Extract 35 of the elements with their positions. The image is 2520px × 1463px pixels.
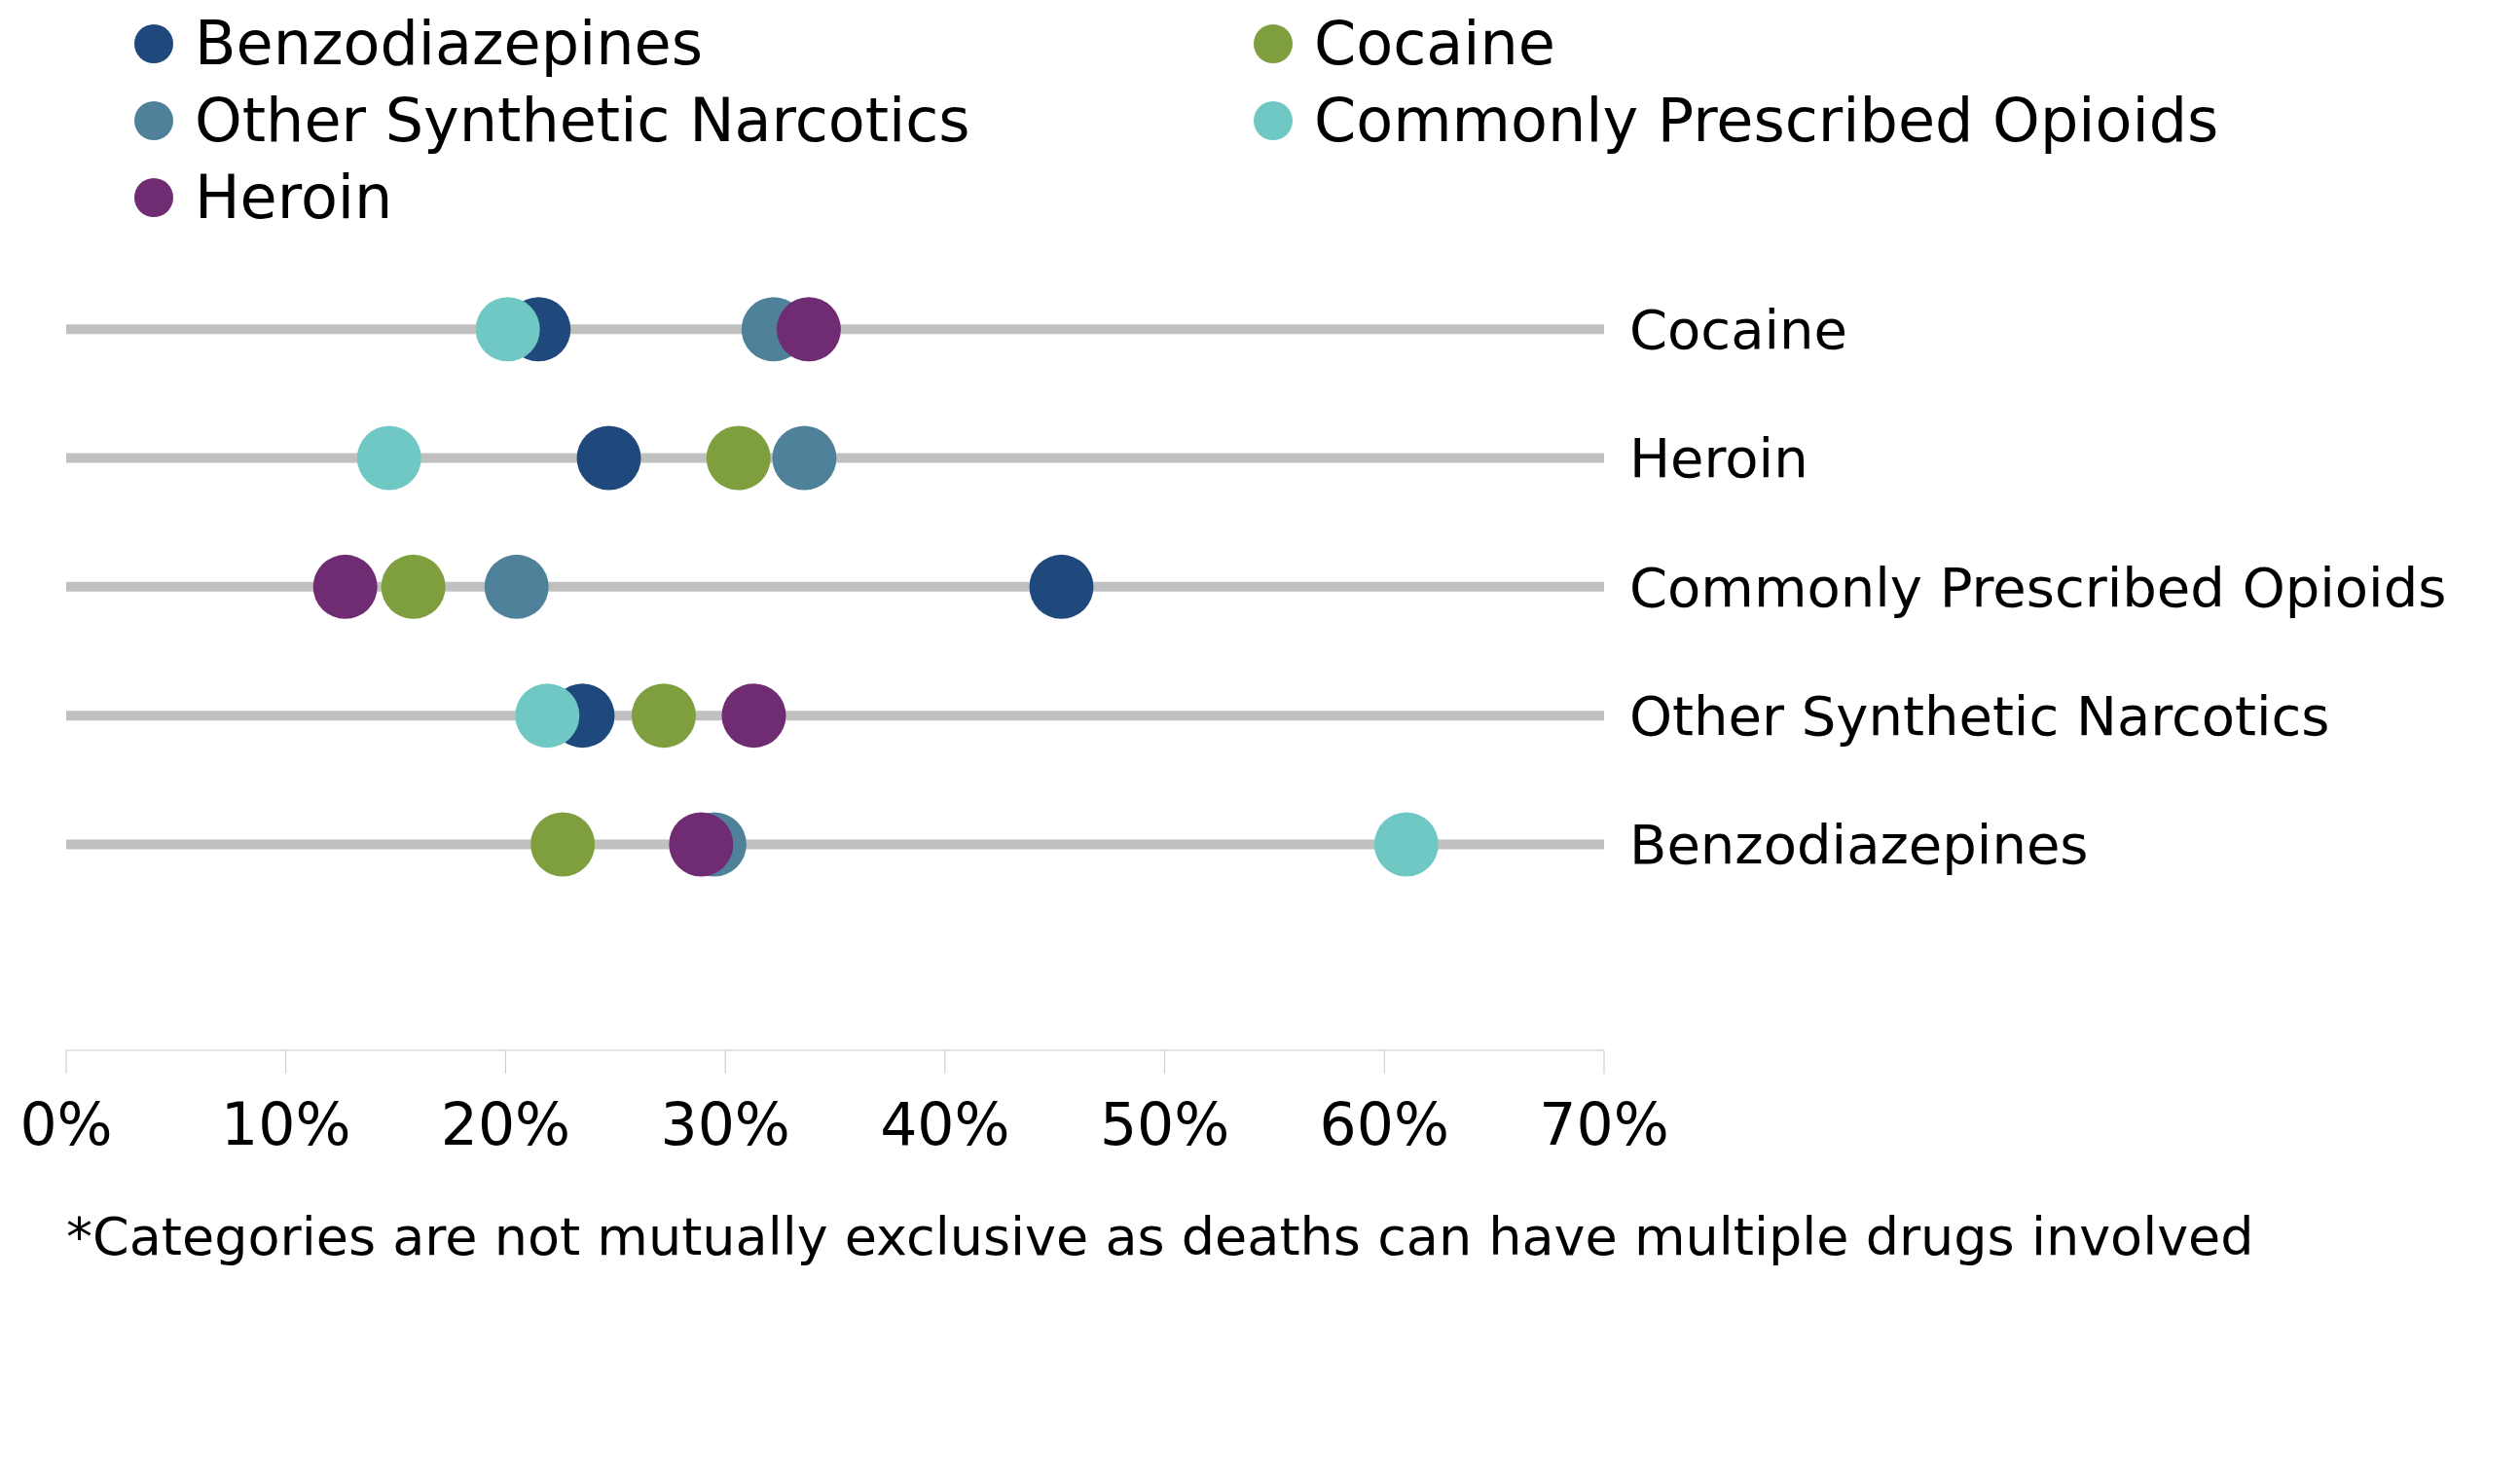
point xyxy=(706,425,771,491)
x-tick-label: 10% xyxy=(221,1089,351,1158)
legend-label: Heroin xyxy=(195,162,393,233)
point xyxy=(772,425,837,491)
x-tick-label: 60% xyxy=(1319,1089,1449,1158)
legend-label: Cocaine xyxy=(1314,8,1555,79)
x-tick-label: 50% xyxy=(1099,1089,1230,1158)
point xyxy=(669,812,734,877)
point xyxy=(530,812,596,877)
x-tick-label: 0% xyxy=(19,1089,113,1158)
x-tick-label: 40% xyxy=(880,1089,1010,1158)
point xyxy=(475,297,540,362)
x-tick-label: 20% xyxy=(440,1089,571,1158)
y-tick-label: Other Synthetic Narcotics xyxy=(1629,684,2330,749)
point xyxy=(356,425,421,491)
text: *Categories are not mutually exclusive as deaths can have multiple drugs involved xyxy=(66,1206,2255,1267)
legend-label: Benzodiazepines xyxy=(195,8,704,79)
point xyxy=(1029,554,1094,619)
legend-label: Other Synthetic Narcotics xyxy=(195,85,970,156)
y-tick-label: Benzodiazepines xyxy=(1629,813,2089,877)
legend-label: Commonly Prescribed Opioids xyxy=(1314,85,2219,156)
y-tick-label: Cocaine xyxy=(1629,298,1847,362)
point xyxy=(721,683,786,749)
point xyxy=(312,554,378,619)
x-tick-label: 30% xyxy=(660,1089,790,1158)
point xyxy=(515,683,580,749)
y-tick-label: Commonly Prescribed Opioids xyxy=(1629,555,2447,619)
x-tick-label: 70% xyxy=(1539,1089,1669,1158)
point xyxy=(381,554,446,619)
point xyxy=(576,425,641,491)
point xyxy=(1373,812,1439,877)
y-tick-label: Heroin xyxy=(1629,426,1808,491)
point xyxy=(484,554,549,619)
point xyxy=(776,297,841,362)
point xyxy=(631,683,696,749)
